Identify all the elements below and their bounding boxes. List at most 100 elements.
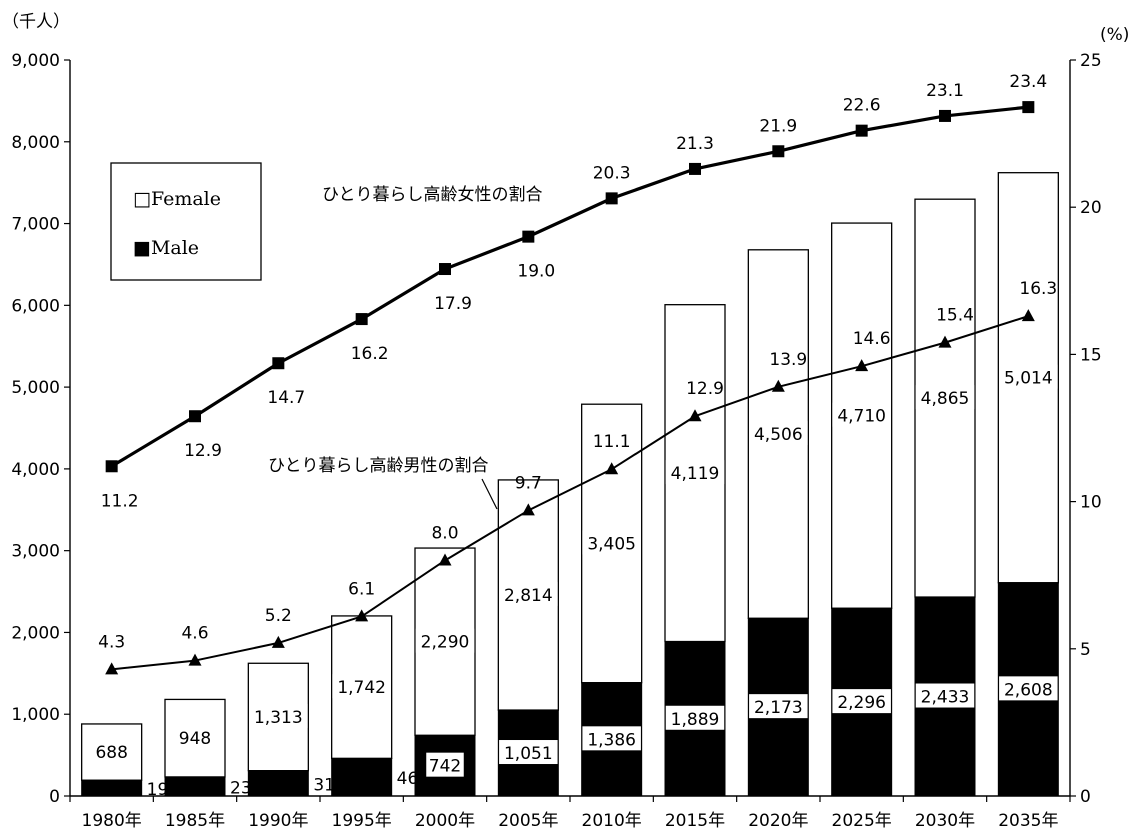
- male-rate-label: 16.3: [1019, 279, 1057, 299]
- x-tick-label: 1990年: [248, 811, 308, 831]
- female-rate-marker: [522, 230, 535, 243]
- male-value-label: 233: [230, 778, 262, 798]
- female-rate-marker: [272, 357, 285, 370]
- female-rate-line: [110, 105, 1029, 468]
- legend-female-label: □Female: [133, 188, 221, 210]
- female-rate-marker: [355, 313, 368, 326]
- female-rate-label: 17.9: [434, 294, 472, 314]
- female-rate-marker: [605, 192, 618, 205]
- male-rate-marker: [105, 662, 119, 675]
- female-rate-label: 21.3: [676, 134, 714, 154]
- left-y-tick-label: 7,000: [11, 215, 60, 235]
- x-tick-label: 2000年: [415, 811, 475, 831]
- female-rate-marker: [105, 460, 118, 473]
- male-value-label: 742: [429, 757, 461, 777]
- x-tick-label: 2035年: [998, 811, 1058, 831]
- male-value-label: 1,386: [587, 730, 636, 750]
- male-value-label-bg: [749, 694, 808, 719]
- female-rate-label: 11.2: [101, 491, 139, 511]
- female-value-label-bg: [915, 385, 975, 410]
- male-rate-marker: [688, 409, 702, 422]
- female-value-label-bg: [582, 530, 641, 555]
- male-value-label: 2,608: [1004, 680, 1053, 700]
- male-rate-series-label: ひとり暮らし高齢男性の割合: [268, 456, 489, 476]
- male-bar: [331, 757, 393, 797]
- right-axis-unit: (%): [1100, 25, 1129, 45]
- male-value-label-bg: [665, 705, 725, 730]
- male-rate-label: 4.3: [98, 632, 125, 652]
- male-rate-marker: [605, 462, 619, 475]
- right-y-tick-label: 5: [1080, 640, 1091, 660]
- female-value-label-bg: [92, 739, 131, 764]
- female-rate-label: 22.6: [843, 96, 881, 116]
- male-value-label-bg: [499, 740, 558, 765]
- male-rate-label-leader: [481, 478, 498, 510]
- female-value-label-bg: [665, 460, 725, 485]
- female-rate-marker: [689, 162, 701, 175]
- male-value-label: 193: [147, 780, 179, 800]
- female-value-label-bg: [332, 674, 391, 699]
- female-rate-marker: [439, 263, 451, 276]
- left-y-tick-label: 0: [49, 787, 60, 807]
- x-tick-label: 1980年: [82, 811, 142, 831]
- female-value-label: 688: [95, 743, 127, 763]
- male-rate-label: 13.9: [769, 350, 807, 370]
- female-value-label-bg: [832, 402, 891, 427]
- female-value-label-bg: [176, 725, 214, 750]
- legend-box: [110, 162, 262, 281]
- male-rate-label: 11.1: [593, 432, 631, 452]
- right-y-tick-label: 0: [1080, 787, 1091, 807]
- male-rate-marker: [771, 379, 785, 392]
- female-value-label: 4,865: [921, 389, 970, 409]
- female-value-label: 948: [179, 729, 211, 749]
- female-rate-marker: [855, 124, 868, 137]
- female-value-label: 2,814: [504, 586, 553, 606]
- male-rate-label: 8.0: [431, 523, 458, 543]
- male-value-label-bg: [582, 726, 641, 751]
- female-rate-label: 14.7: [267, 388, 305, 408]
- male-rate-marker: [355, 609, 369, 622]
- female-value-label: 1,742: [337, 678, 386, 698]
- male-rate-label: 6.1: [348, 579, 375, 599]
- male-bar: [81, 779, 143, 797]
- female-value-label: 4,119: [671, 464, 720, 484]
- male-rate-label: 9.7: [515, 473, 542, 493]
- male-rate-marker: [271, 635, 285, 648]
- female-rate-marker: [189, 410, 201, 423]
- male-rate-label: 15.4: [936, 306, 974, 326]
- male-value-label-bg: [915, 683, 975, 708]
- labels-layer: 688 193 948 233 1,313 310 1,742 460 2,290 742 2,81…: [92, 72, 1058, 800]
- female-value-label: 2,290: [421, 633, 470, 653]
- male-rate-marker: [938, 335, 952, 348]
- male-value-label: 310: [313, 775, 345, 795]
- female-rate-series-label: ひとり暮らし高齢女性の割合: [322, 185, 543, 205]
- male-value-label: 2,296: [837, 693, 886, 713]
- axes-layer: 0 1,000 2,000 3,000 4,000 5,000 6,000 7,000 8,00…: [11, 51, 1101, 831]
- male-rate-marker: [1021, 309, 1035, 322]
- male-value-label-bg: [832, 689, 891, 714]
- male-value-label: 2,173: [754, 698, 803, 718]
- left-y-tick-label: 5,000: [11, 378, 60, 398]
- male-rate-marker: [855, 359, 869, 372]
- male-rate-label: 5.2: [265, 606, 292, 626]
- male-rate-label: 4.6: [181, 624, 208, 644]
- x-tick-label: 2015年: [665, 811, 725, 831]
- female-value-label-bg: [749, 421, 808, 446]
- right-y-tick-label: 25: [1080, 51, 1102, 71]
- male-rate-marker: [188, 653, 202, 666]
- left-y-tick-label: 8,000: [11, 133, 60, 153]
- female-value-label: 1,313: [254, 708, 303, 728]
- lines-layer: [105, 101, 1035, 675]
- female-rate-label: 23.4: [1009, 72, 1047, 92]
- female-rate-label: 20.3: [593, 163, 631, 183]
- male-value-label: 1,051: [504, 744, 553, 764]
- left-y-tick-label: 6,000: [11, 296, 60, 316]
- male-value-label: 460: [397, 769, 429, 789]
- male-rate-marker: [521, 503, 535, 516]
- female-value-label-bg: [249, 703, 308, 728]
- female-rate-label: 23.1: [926, 81, 964, 101]
- male-value-label: 1,889: [671, 710, 720, 730]
- legend-male-label: ■Male: [133, 237, 199, 259]
- female-rate-label: 19.0: [517, 262, 555, 282]
